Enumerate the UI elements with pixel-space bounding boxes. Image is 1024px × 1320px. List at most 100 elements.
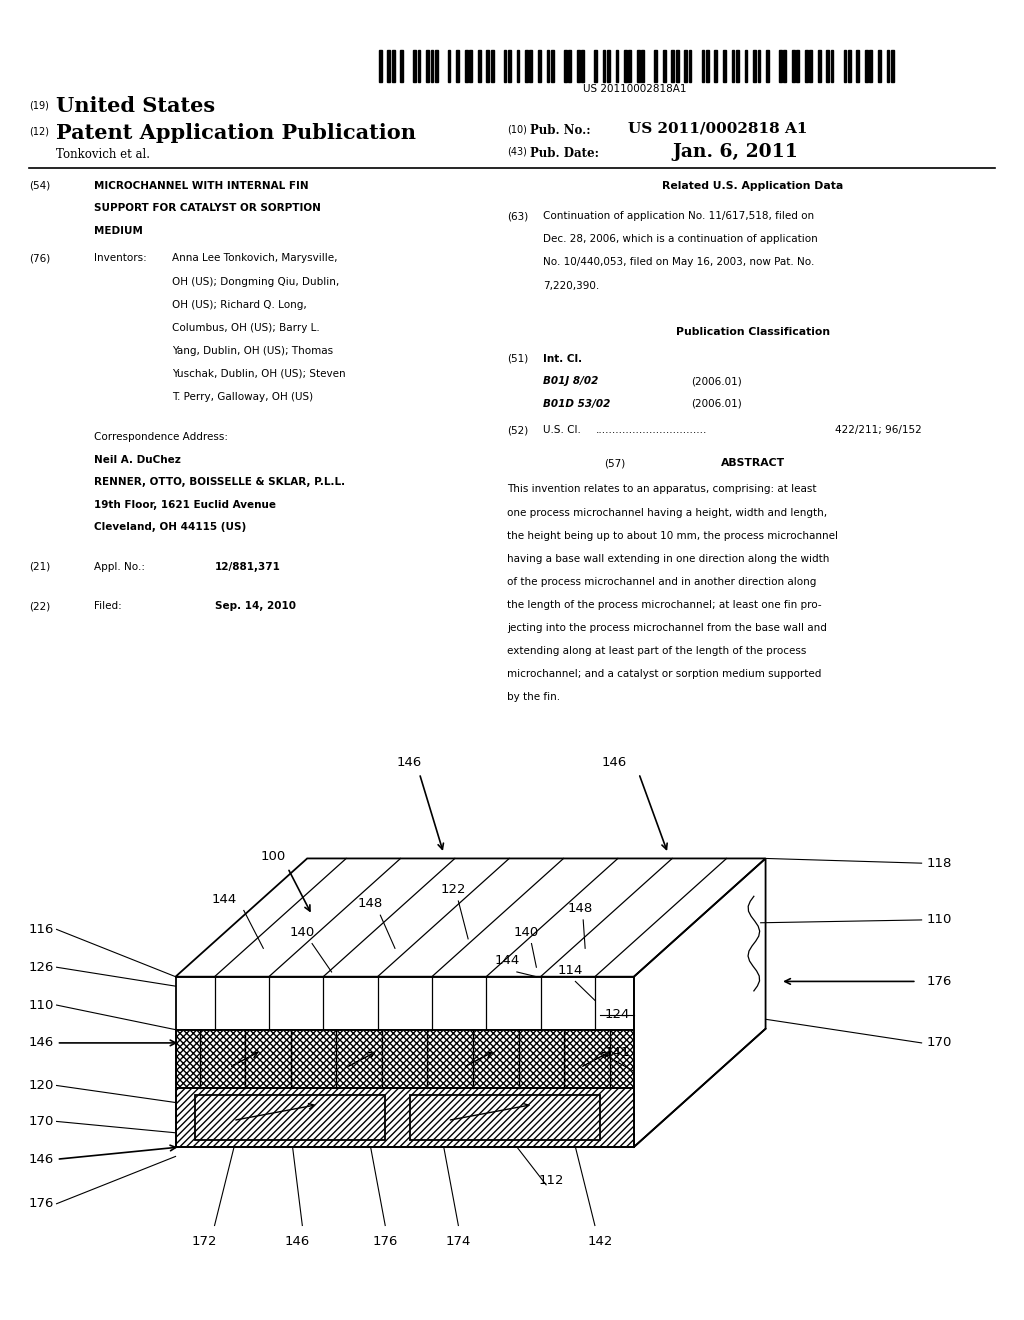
Bar [744,50,748,82]
Bar [736,50,738,82]
Text: This invention relates to an apparatus, comprising: at least: This invention relates to an apparatus, … [507,484,816,495]
Bar [607,50,609,82]
Text: 19th Floor, 1621 Euclid Avenue: 19th Floor, 1621 Euclid Avenue [94,500,276,510]
Bar [856,50,859,82]
Text: ABSTRACT: ABSTRACT [721,458,784,469]
Bar [641,50,644,82]
Text: by the fin.: by the fin. [507,693,560,702]
Text: 141: 141 [604,1045,630,1059]
Text: 170: 170 [927,1036,952,1049]
Bar [516,50,519,82]
Text: Appl. No.:: Appl. No.: [94,562,145,572]
Text: (52): (52) [507,425,528,436]
Bar [624,50,627,82]
Text: 118: 118 [927,857,952,870]
Bar [715,50,717,82]
Text: 144: 144 [212,892,237,906]
Text: (22): (22) [29,602,50,611]
Bar [706,50,709,82]
Text: 110: 110 [29,998,53,1011]
Bar [809,50,812,82]
Bar [387,50,390,82]
Bar [195,1096,385,1140]
Text: Pub. No.:: Pub. No.: [530,124,591,137]
Text: MICROCHANNEL WITH INTERNAL FIN: MICROCHANNEL WITH INTERNAL FIN [94,181,309,191]
Text: (19): (19) [29,100,48,111]
Bar [615,50,618,82]
Text: Continuation of application No. 11/617,518, filed on: Continuation of application No. 11/617,5… [543,211,814,222]
Text: 100: 100 [260,850,286,863]
Bar [878,50,881,82]
Text: 142: 142 [587,1236,612,1249]
Text: 170: 170 [29,1115,53,1127]
Text: (54): (54) [29,181,50,191]
Bar [732,50,734,82]
Text: microchannel; and a catalyst or sorption medium supported: microchannel; and a catalyst or sorption… [507,669,821,680]
Bar [637,50,640,82]
Bar [465,50,468,82]
Text: 176: 176 [927,975,952,987]
Bar [400,50,403,82]
Bar [175,1088,634,1147]
Text: B01J 8/02: B01J 8/02 [543,376,598,387]
Bar [826,50,829,82]
Bar [701,50,705,82]
Bar [435,50,437,82]
Text: 12/881,371: 12/881,371 [215,562,281,572]
Bar [672,50,674,82]
Bar [410,1096,600,1140]
Text: 114: 114 [558,964,584,977]
Bar [754,50,756,82]
Bar [830,50,834,82]
Bar [551,50,554,82]
Text: 146: 146 [29,1152,53,1166]
Bar [766,50,769,82]
Bar [490,50,494,82]
Text: 148: 148 [358,898,383,911]
Text: (43): (43) [507,147,526,157]
Text: Tonkovich et al.: Tonkovich et al. [56,148,151,161]
Bar [891,50,894,82]
Text: 422/211; 96/152: 422/211; 96/152 [835,425,922,436]
Bar [783,50,786,82]
Text: 120: 120 [29,1078,53,1092]
Bar [689,50,691,82]
Bar [684,50,687,82]
Text: (57): (57) [604,458,626,469]
Bar [478,50,480,82]
Text: Sep. 14, 2010: Sep. 14, 2010 [215,602,296,611]
Text: 176: 176 [29,1197,53,1210]
Text: RENNER, OTTO, BOISSELLE & SKLAR, P.L.L.: RENNER, OTTO, BOISSELLE & SKLAR, P.L.L. [94,478,345,487]
Bar [486,50,489,82]
Text: Dec. 28, 2006, which is a continuation of application: Dec. 28, 2006, which is a continuation o… [543,235,817,244]
Text: having a base wall extending in one direction along the width: having a base wall extending in one dire… [507,554,829,564]
Text: .................................: ................................. [596,425,708,436]
Text: B01D 53/02: B01D 53/02 [543,399,610,409]
Text: (76): (76) [29,253,50,264]
Bar [805,50,808,82]
Bar [654,50,657,82]
Text: Cleveland, OH 44115 (US): Cleveland, OH 44115 (US) [94,523,247,532]
Text: Pub. Date:: Pub. Date: [530,147,599,160]
Bar [469,50,472,82]
Text: United States: United States [56,96,215,116]
Bar [538,50,541,82]
Text: Anna Lee Tonkovich, Marysville,: Anna Lee Tonkovich, Marysville, [172,253,338,264]
Bar [844,50,846,82]
Text: (21): (21) [29,562,50,572]
Bar [594,50,597,82]
Text: 140: 140 [514,925,540,939]
Bar [379,50,382,82]
Bar [602,50,605,82]
Text: No. 10/440,053, filed on May 16, 2003, now Pat. No.: No. 10/440,053, filed on May 16, 2003, n… [543,257,814,268]
Text: Correspondence Address:: Correspondence Address: [94,433,228,442]
Bar [426,50,429,82]
Text: Yang, Dublin, OH (US); Thomas: Yang, Dublin, OH (US); Thomas [172,346,333,356]
Bar [848,50,851,82]
Text: (63): (63) [507,211,528,222]
Text: US 2011/0002818 A1: US 2011/0002818 A1 [628,121,807,136]
Text: 116: 116 [29,923,53,936]
Bar [779,50,781,82]
Text: 126: 126 [29,961,53,974]
Text: US 20110002818A1: US 20110002818A1 [583,84,687,95]
